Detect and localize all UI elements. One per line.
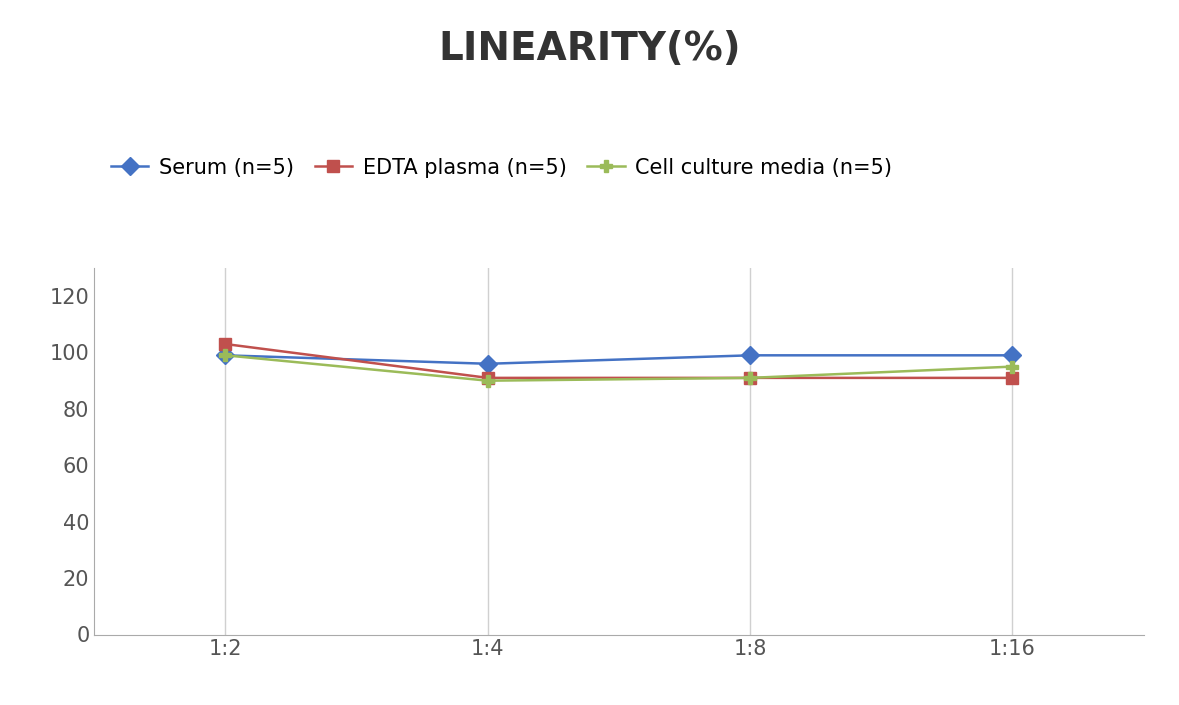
Legend: Serum (n=5), EDTA plasma (n=5), Cell culture media (n=5): Serum (n=5), EDTA plasma (n=5), Cell cul… xyxy=(105,152,898,184)
Cell culture media (n=5) xyxy=(481,376,495,385)
Text: LINEARITY(%): LINEARITY(%) xyxy=(439,30,740,68)
Line: EDTA plasma (n=5): EDTA plasma (n=5) xyxy=(219,338,1019,384)
Serum (n=5) xyxy=(743,351,757,360)
Cell culture media (n=5) xyxy=(743,374,757,382)
Serum (n=5) xyxy=(481,360,495,368)
EDTA plasma (n=5) xyxy=(218,340,232,348)
Serum (n=5) xyxy=(1006,351,1020,360)
Serum (n=5) xyxy=(218,351,232,360)
EDTA plasma (n=5) xyxy=(481,374,495,382)
Cell culture media (n=5) xyxy=(1006,362,1020,371)
Line: Cell culture media (n=5): Cell culture media (n=5) xyxy=(219,349,1019,387)
EDTA plasma (n=5) xyxy=(743,374,757,382)
Cell culture media (n=5) xyxy=(218,351,232,360)
Line: Serum (n=5): Serum (n=5) xyxy=(219,349,1019,370)
EDTA plasma (n=5) xyxy=(1006,374,1020,382)
